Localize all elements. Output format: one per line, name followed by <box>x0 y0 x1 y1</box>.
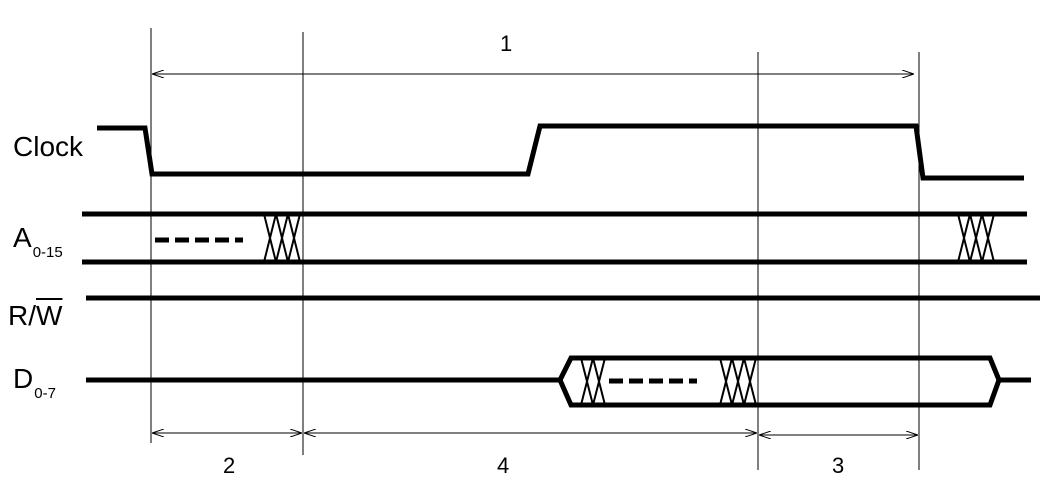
data-transition-left <box>580 357 606 406</box>
address-label-base: A <box>13 222 32 253</box>
address-label-subscript: 0-15 <box>32 244 63 261</box>
interval-label-setup: 2 <box>223 453 236 478</box>
clock-waveform <box>97 123 1024 181</box>
clock-label: Clock <box>13 131 84 162</box>
data-bus-waveform <box>86 355 1031 408</box>
data-label-subscript: 0-7 <box>34 385 56 402</box>
data-label: D0-7 <box>13 363 56 402</box>
address-label: A0-15 <box>13 222 63 261</box>
data-label-base: D <box>13 363 34 394</box>
rw-label-prefix: R/ <box>8 300 36 331</box>
address-bus-waveform <box>82 211 1027 265</box>
interval-label-total: 1 <box>500 31 513 56</box>
interval-label-hold: 3 <box>832 453 845 478</box>
data-transition-right <box>719 357 757 406</box>
interval-label-access: 4 <box>497 453 510 478</box>
rw-label-overlined: W <box>36 300 63 331</box>
interval-arrows <box>153 74 917 435</box>
rw-label: R/W <box>8 300 62 332</box>
address-transition-right <box>957 213 995 263</box>
address-transition-left <box>263 213 301 263</box>
